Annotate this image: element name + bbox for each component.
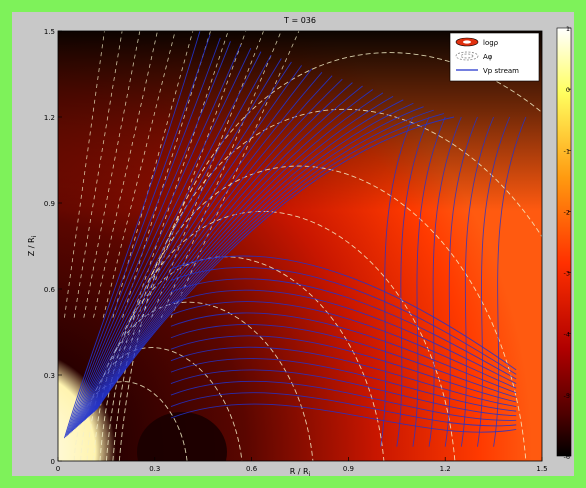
colorbar-tick-label: -6 — [564, 453, 570, 461]
x-tick-label: 0.9 — [343, 465, 354, 473]
vp-streamline — [78, 68, 313, 426]
legend-label-vp: Vp stream — [483, 67, 519, 75]
vp-streamline — [69, 44, 242, 434]
vp-streamline — [82, 78, 343, 423]
vp-streamlines — [64, 31, 527, 447]
vp-streamline — [73, 54, 272, 431]
vp-streamline — [170, 380, 517, 421]
vp-streamline — [96, 116, 455, 410]
colorbar-tick-label: -4 — [564, 331, 570, 339]
vp-streamline — [170, 403, 517, 433]
y-tick-label: 1.2 — [44, 114, 55, 122]
vp-streamline — [493, 116, 527, 447]
plot-area — [58, 31, 542, 461]
colorbar-ticks: 1 0 -1 -2 -3 -4 -5 -6 — [564, 25, 571, 461]
aphi-contour-line — [112, 108, 542, 461]
legend-swatch-aphi-inner — [460, 53, 474, 59]
x-tick-label: 0.3 — [149, 465, 160, 473]
vp-streamline — [170, 324, 517, 398]
x-tick-label: 0.6 — [246, 465, 258, 473]
y-tick-label: 1.5 — [44, 28, 55, 36]
vp-streamline — [170, 346, 517, 407]
vp-streamline — [71, 51, 262, 432]
vp-streamline — [380, 116, 414, 447]
chart-title: T = 036 — [283, 16, 316, 25]
vp-streamline — [477, 116, 511, 447]
vp-streamline — [170, 255, 517, 371]
vp-streamline — [89, 99, 404, 416]
vp-streamline — [170, 301, 517, 389]
aphi-contour-line — [102, 31, 176, 318]
colorbar-tick-label: 1 — [566, 25, 570, 33]
legend-label-aphi: Aφ — [483, 53, 493, 61]
aphi-contour-line — [151, 31, 264, 318]
vp-streamline — [67, 41, 231, 435]
vp-streamline — [79, 71, 323, 425]
y-tick-label: 0.6 — [44, 286, 56, 294]
vp-streamline — [170, 289, 517, 385]
vp-streamline — [170, 369, 517, 417]
aphi-contour-line — [118, 52, 542, 461]
x-axis: 0 0.3 0.6 0.9 1.2 1.5 — [56, 457, 548, 473]
x-tick-label: 1.2 — [440, 465, 451, 473]
vp-streamline — [170, 278, 517, 380]
vp-streamline — [84, 85, 363, 420]
aphi-contour-line — [73, 381, 188, 461]
colorbar-tick-label: -5 — [564, 392, 570, 400]
colorbar-tick-label: -3 — [564, 270, 570, 278]
x-tick-label: 0 — [56, 465, 60, 473]
vp-streamline — [93, 109, 434, 412]
vp-streamline — [428, 116, 462, 447]
vp-streamline — [396, 116, 430, 447]
x-axis-label: R / Ri — [290, 467, 311, 476]
vp-streamline — [460, 116, 495, 447]
legend: logρ Aφ Vp stream — [449, 32, 540, 82]
vp-streamline — [87, 92, 384, 418]
axes-box — [57, 30, 543, 462]
vp-streamline — [66, 37, 221, 436]
y-axis-label: Z / Ri — [27, 235, 38, 256]
colorbar-tick-label: -1 — [564, 147, 570, 155]
aphi-contour-line — [73, 31, 123, 318]
colorbar-tick-label: -2 — [564, 208, 570, 216]
vp-streamline — [75, 61, 292, 428]
x-tick-label: 1.5 — [536, 465, 547, 473]
vp-streamline — [170, 335, 517, 403]
colorbar-tick-label: 0 — [566, 86, 570, 94]
colorbar — [556, 27, 572, 457]
vp-streamline — [88, 95, 394, 417]
vp-streamline — [170, 266, 517, 375]
vp-streamline — [74, 58, 282, 430]
vp-streamline — [76, 65, 302, 427]
vp-streamline — [170, 358, 517, 412]
figure-frame: T = 036 0 0.3 0.6 0.9 1.2 1.5 0 0.3 0.6 0.9 1.2 1.… — [12, 12, 574, 478]
aphi-contour-line — [64, 31, 105, 318]
y-tick-label: 0.3 — [44, 372, 55, 380]
chart-figure: T = 036 0 0.3 0.6 0.9 1.2 1.5 0 0.3 0.6 0.9 1.2 1.… — [27, 16, 572, 478]
vp-streamline — [444, 116, 478, 447]
vp-streamline — [412, 116, 446, 447]
y-tick-label: 0.9 — [44, 200, 55, 208]
aphi-contour-line — [93, 31, 158, 318]
vp-streamline — [95, 113, 445, 411]
legend-label-logrho: logρ — [483, 39, 499, 47]
vp-streamline — [170, 312, 517, 394]
vp-streamline — [86, 89, 374, 419]
vp-streamline — [170, 392, 517, 427]
aphi-contour-line — [83, 31, 141, 318]
aphi-contour-line — [86, 301, 314, 461]
vp-streamline — [64, 31, 201, 439]
aphi-contour-line — [122, 31, 211, 318]
vp-streamline — [80, 75, 333, 424]
y-axis: 0 0.3 0.6 0.9 1.2 1.5 — [44, 28, 62, 466]
vp-streamline — [92, 106, 424, 414]
vp-streamline — [91, 102, 414, 415]
vp-streamline — [65, 34, 211, 438]
aphi-contour-line — [141, 31, 247, 318]
y-tick-label: 0 — [51, 458, 55, 466]
legend-swatch-aphi — [455, 51, 479, 61]
legend-swatch-logrho-core — [463, 40, 471, 44]
vp-streamline — [70, 48, 252, 433]
vp-streamline — [83, 82, 353, 422]
